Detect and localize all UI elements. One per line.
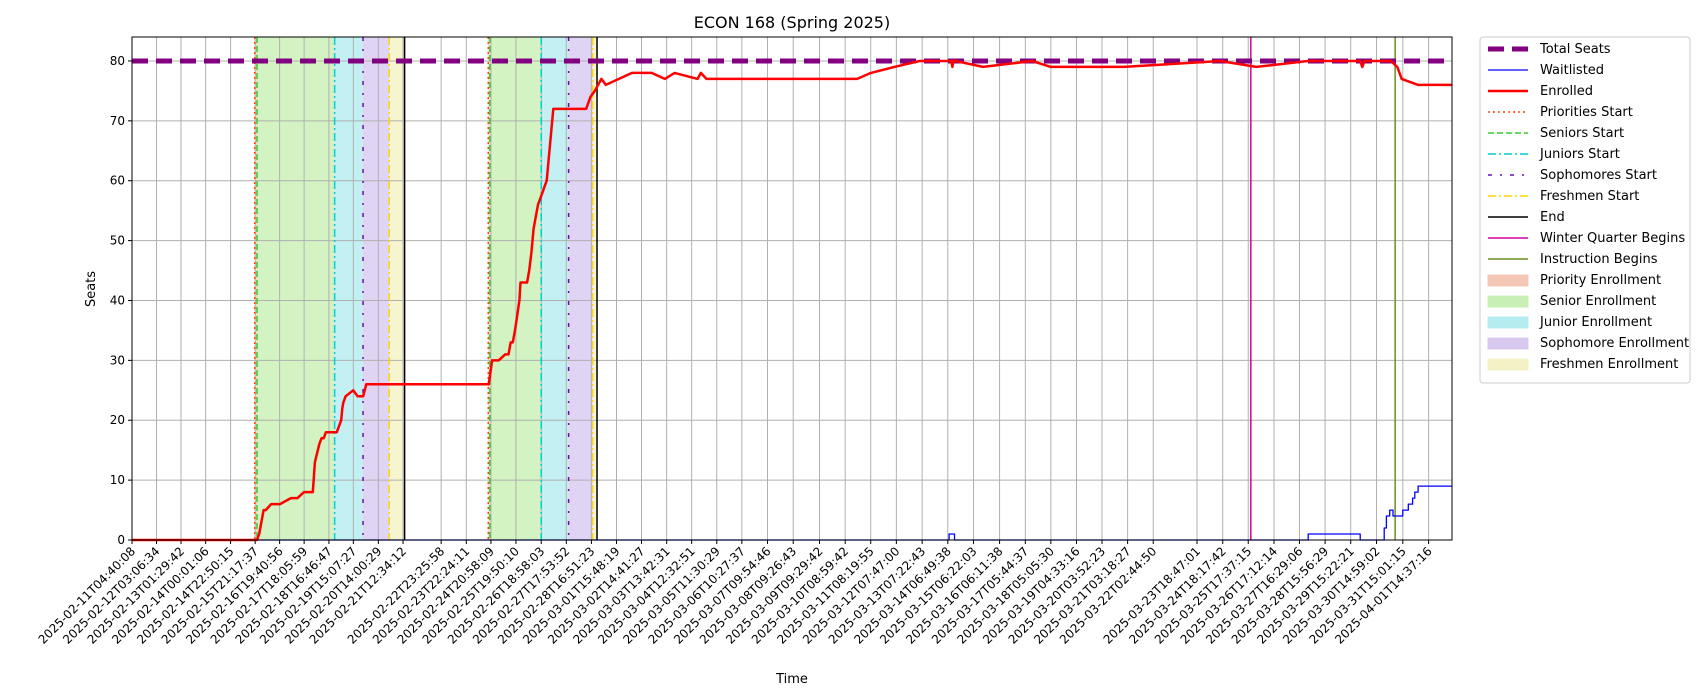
legend-label: Priorities Start	[1540, 105, 1633, 120]
series-line	[132, 59, 1452, 542]
legend: Total Seats Waitlisted Enrolled Priorities …	[1479, 36, 1691, 384]
legend-swatch	[1487, 316, 1529, 329]
legend-label: Priority Enrollment	[1540, 273, 1661, 288]
enrollment-phase-bands	[254, 37, 598, 540]
y-tick-label: 60	[110, 174, 125, 188]
legend-label: Seniors Start	[1540, 126, 1624, 141]
y-tick-label: 20	[110, 413, 125, 427]
legend-label: End	[1540, 210, 1565, 225]
legend-label: Enrolled	[1540, 84, 1593, 99]
grid-lines	[131, 37, 1452, 541]
legend-label: Waitlisted	[1540, 63, 1604, 78]
legend-label: Sophomore Enrollment	[1540, 336, 1689, 351]
chart-title: ECON 168 (Spring 2025)	[694, 13, 890, 32]
phase-band	[334, 37, 364, 540]
phase-band	[488, 37, 490, 540]
legend-swatch	[1487, 358, 1529, 371]
phase-band	[568, 37, 593, 540]
phase-band	[363, 37, 390, 540]
legend-label: Sophomores Start	[1540, 168, 1657, 183]
legend-label: Winter Quarter Begins	[1540, 231, 1685, 246]
y-tick-label: 70	[110, 114, 125, 128]
data-series	[132, 58, 1452, 542]
x-axis: 2025-02-11T04:40:082025-02-12T03:06:3420…	[36, 540, 1435, 647]
y-axis: 0 10 20 30 40 50 60 70 80	[110, 54, 132, 547]
legend-label: Juniors Start	[1539, 147, 1620, 162]
y-tick-label: 50	[110, 234, 125, 248]
y-tick-label: 0	[117, 533, 125, 547]
legend-label: Freshmen Start	[1540, 189, 1639, 204]
phase-band	[254, 37, 258, 540]
phase-band	[592, 37, 598, 540]
legend-swatch	[1487, 337, 1529, 350]
phase-marker-lines	[254, 37, 1396, 540]
series-line	[132, 485, 1452, 541]
y-tick-label: 10	[110, 473, 125, 487]
legend-label: Freshmen Enrollment	[1540, 357, 1678, 372]
y-tick-label: 80	[110, 54, 125, 68]
phase-band	[541, 37, 569, 540]
x-axis-label: Time	[775, 672, 808, 687]
y-axis-label: Seats	[84, 271, 99, 307]
legend-swatch	[1487, 295, 1529, 308]
legend-label: Total Seats	[1539, 42, 1611, 57]
legend-label: Junior Enrollment	[1539, 315, 1652, 330]
legend-label: Senior Enrollment	[1540, 294, 1656, 309]
y-tick-label: 30	[110, 353, 125, 367]
legend-label: Instruction Begins	[1540, 252, 1658, 267]
phase-band	[389, 37, 405, 540]
y-tick-label: 40	[110, 293, 125, 307]
legend-frame	[1479, 36, 1691, 384]
plot-frame	[131, 36, 1453, 541]
legend-swatch	[1487, 274, 1529, 287]
phase-band	[257, 37, 335, 540]
